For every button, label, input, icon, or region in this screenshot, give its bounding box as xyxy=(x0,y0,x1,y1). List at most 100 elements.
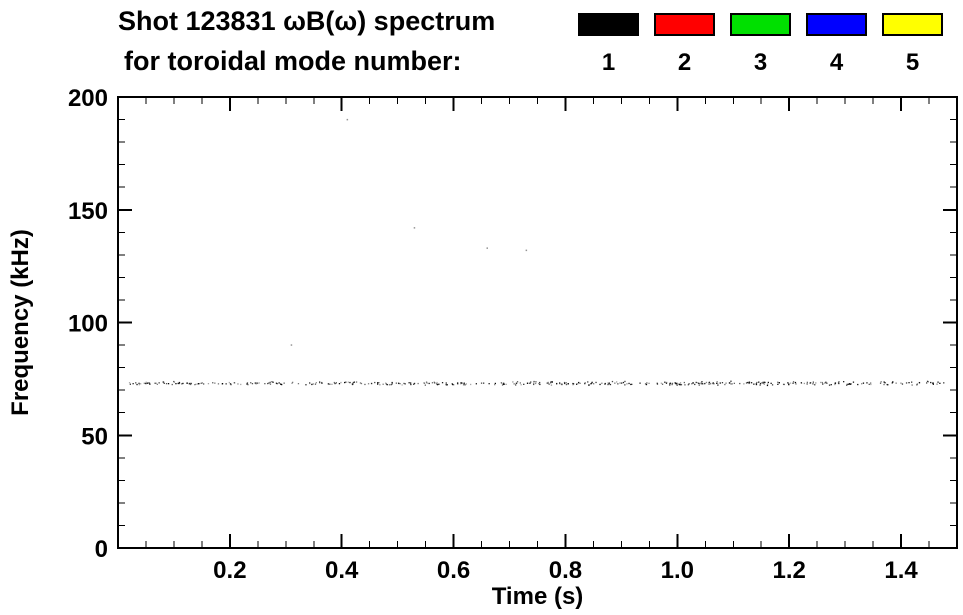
band-point xyxy=(344,381,346,384)
band-point xyxy=(778,382,780,384)
band-point xyxy=(599,383,601,386)
band-point xyxy=(713,383,715,385)
band-point xyxy=(258,382,260,384)
band-point xyxy=(701,381,703,383)
band-point xyxy=(631,383,633,385)
legend-swatch-mode-4 xyxy=(806,13,867,36)
band-point xyxy=(292,381,294,383)
band-point xyxy=(708,382,710,384)
band-point xyxy=(761,382,763,384)
band-point xyxy=(624,384,626,386)
band-point xyxy=(661,383,664,385)
band-point xyxy=(725,382,727,384)
band-point xyxy=(834,383,836,386)
band-point xyxy=(315,382,317,384)
band-point xyxy=(908,382,910,384)
band-point xyxy=(563,381,566,384)
chart-title: Shot 123831 ωB(ω) spectrum xyxy=(118,6,496,36)
band-point xyxy=(692,382,694,384)
band-point xyxy=(460,383,462,385)
band-point xyxy=(520,384,522,386)
band-point xyxy=(619,382,621,384)
band-point xyxy=(391,381,393,384)
x-tick-label: 0.2 xyxy=(213,557,246,584)
band-point xyxy=(385,382,387,384)
band-point xyxy=(927,381,929,383)
band-point xyxy=(463,382,465,384)
band-point xyxy=(614,382,616,384)
band-point xyxy=(800,382,803,384)
band-point xyxy=(607,383,609,386)
band-point xyxy=(862,382,865,384)
band-point xyxy=(309,382,311,384)
band-point xyxy=(145,382,147,385)
band-point xyxy=(229,383,232,385)
band-point xyxy=(463,383,465,385)
band-point xyxy=(886,383,888,386)
band-point xyxy=(225,383,227,385)
band-point xyxy=(494,382,496,385)
band-point xyxy=(711,382,714,385)
band-point xyxy=(870,383,872,386)
band-point xyxy=(806,381,808,383)
band-point xyxy=(777,383,779,385)
band-point xyxy=(436,381,438,384)
band-point xyxy=(309,382,311,385)
band-point xyxy=(480,382,483,384)
band-point xyxy=(576,383,578,385)
band-point xyxy=(516,381,519,383)
band-point xyxy=(671,383,673,386)
band-point xyxy=(410,382,412,384)
band-point xyxy=(410,383,412,386)
band-point xyxy=(283,382,285,384)
band-point xyxy=(684,384,686,386)
stray-point xyxy=(290,344,293,346)
band-point xyxy=(870,382,872,384)
band-point xyxy=(852,381,855,383)
band-point xyxy=(453,384,455,386)
band-point xyxy=(800,382,802,384)
band-point xyxy=(679,384,681,386)
band-point xyxy=(591,382,593,384)
band-point xyxy=(465,383,467,385)
band-point xyxy=(230,384,232,386)
band-point xyxy=(794,381,797,384)
band-point xyxy=(351,383,354,386)
band-point xyxy=(413,382,416,385)
band-point xyxy=(846,384,848,386)
band-point xyxy=(446,384,448,386)
band-point xyxy=(271,381,273,383)
band-point xyxy=(756,381,758,384)
band-point xyxy=(547,381,549,384)
band-point xyxy=(515,382,518,384)
band-point xyxy=(565,383,568,386)
band-point xyxy=(824,382,826,384)
band-point xyxy=(529,382,531,384)
band-point xyxy=(234,382,236,384)
band-point xyxy=(880,381,882,383)
band-point xyxy=(436,383,438,385)
band-point xyxy=(937,381,939,383)
band-point xyxy=(331,383,333,385)
y-tick-label: 100 xyxy=(68,311,108,338)
band-point xyxy=(838,381,840,383)
band-point xyxy=(428,382,430,385)
band-point xyxy=(551,381,553,383)
band-point xyxy=(572,382,574,385)
band-point xyxy=(766,384,769,387)
band-point xyxy=(533,383,535,386)
band-point xyxy=(146,382,149,384)
band-point xyxy=(564,382,566,385)
band-point xyxy=(767,381,769,384)
x-tick-label: 0.4 xyxy=(325,557,359,584)
band-point xyxy=(748,381,751,383)
band-point xyxy=(364,383,366,386)
x-tick-label: 1.2 xyxy=(773,557,806,584)
band-point xyxy=(355,381,358,383)
band-point xyxy=(866,382,868,384)
band-point xyxy=(197,383,199,385)
stray-point xyxy=(346,118,349,121)
band-point xyxy=(828,384,831,386)
band-point xyxy=(748,382,750,384)
band-point xyxy=(782,383,785,385)
